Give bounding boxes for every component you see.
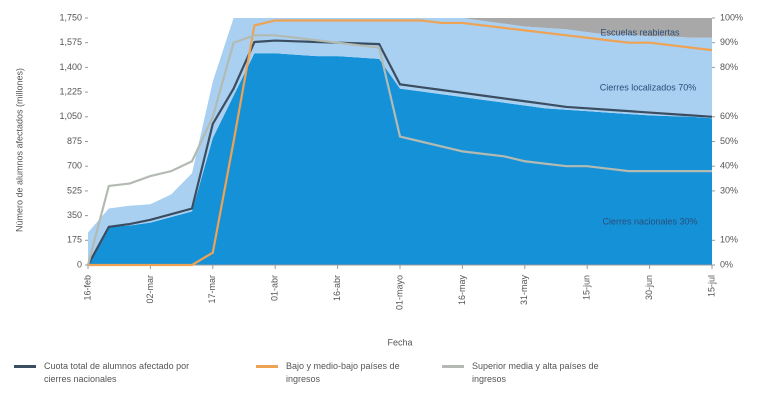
y-tick-label: 175 bbox=[67, 235, 82, 245]
y2-tick-label: 10% bbox=[720, 235, 738, 245]
x-tick-label: 15-jul bbox=[706, 275, 716, 297]
area-label: Escuelas reabiertas bbox=[600, 27, 680, 37]
legend-swatch bbox=[14, 365, 36, 368]
legend-item: Cuota total de alumnos afectado por cier… bbox=[14, 360, 194, 386]
area-label: Cierres nacionales 30% bbox=[602, 216, 697, 226]
y2-tick-label: 0% bbox=[720, 259, 733, 269]
x-tick-label: 02-mar bbox=[145, 275, 155, 304]
y-tick-label: 350 bbox=[67, 210, 82, 220]
area-label: Cierres localizados 70% bbox=[600, 82, 697, 92]
y-tick-label: 1,575 bbox=[59, 37, 82, 47]
y-tick-label: 525 bbox=[67, 185, 82, 195]
y2-tick-label: 100% bbox=[720, 12, 743, 22]
y2-tick-label: 50% bbox=[720, 136, 738, 146]
area bbox=[88, 18, 712, 265]
x-tick-label: 16-abr bbox=[332, 275, 342, 301]
legend-label: Cuota total de alumnos afectado por cier… bbox=[44, 361, 190, 384]
x-tick-label: 31-may bbox=[519, 275, 529, 306]
y2-tick-label: 60% bbox=[720, 111, 738, 121]
y-tick-label: 1,050 bbox=[59, 111, 82, 121]
y2-tick-label: 90% bbox=[720, 37, 738, 47]
y-tick-label: 1,750 bbox=[59, 12, 82, 22]
line bbox=[86, 34, 712, 266]
chart: Número de alumnos afectados (millones) F… bbox=[14, 12, 743, 347]
y-tick-label: 1,225 bbox=[59, 86, 82, 96]
legend-swatch bbox=[256, 365, 278, 368]
x-tick-label: 01-mayo bbox=[394, 275, 404, 310]
x-tick-label: 17-mar bbox=[207, 275, 217, 304]
y-tick-label: 875 bbox=[67, 136, 82, 146]
area bbox=[88, 53, 712, 266]
legend-swatch bbox=[442, 365, 464, 368]
x-tick-label: 16-feb bbox=[82, 275, 92, 301]
y2-tick-label: 30% bbox=[720, 185, 738, 195]
y-tick-label: 0 bbox=[77, 259, 82, 269]
line bbox=[87, 39, 713, 266]
y-tick-label: 1,400 bbox=[59, 62, 82, 72]
legend-item: Superior media y alta países de ingresos bbox=[442, 360, 622, 386]
y2-tick-label: 40% bbox=[720, 161, 738, 171]
legend-label: Superior media y alta países de ingresos bbox=[472, 361, 599, 384]
y-axis-label: Número de alumnos afectados (millones) bbox=[14, 68, 24, 232]
legend-item: Bajo y medio-bajo países de ingresos bbox=[256, 360, 436, 386]
x-tick-label: 01-abr bbox=[270, 275, 280, 301]
legend: Cuota total de alumnos afectado por cier… bbox=[14, 360, 754, 394]
line bbox=[88, 19, 713, 267]
x-tick-label: 16-may bbox=[457, 275, 467, 306]
y2-tick-label: 80% bbox=[720, 62, 738, 72]
y-tick-label: 700 bbox=[67, 161, 82, 171]
legend-label: Bajo y medio-bajo países de ingresos bbox=[286, 361, 400, 384]
x-tick-label: 30-jun bbox=[644, 275, 654, 300]
x-tick-label: 15-jun bbox=[582, 275, 592, 300]
x-axis-label: Fecha bbox=[387, 337, 412, 347]
